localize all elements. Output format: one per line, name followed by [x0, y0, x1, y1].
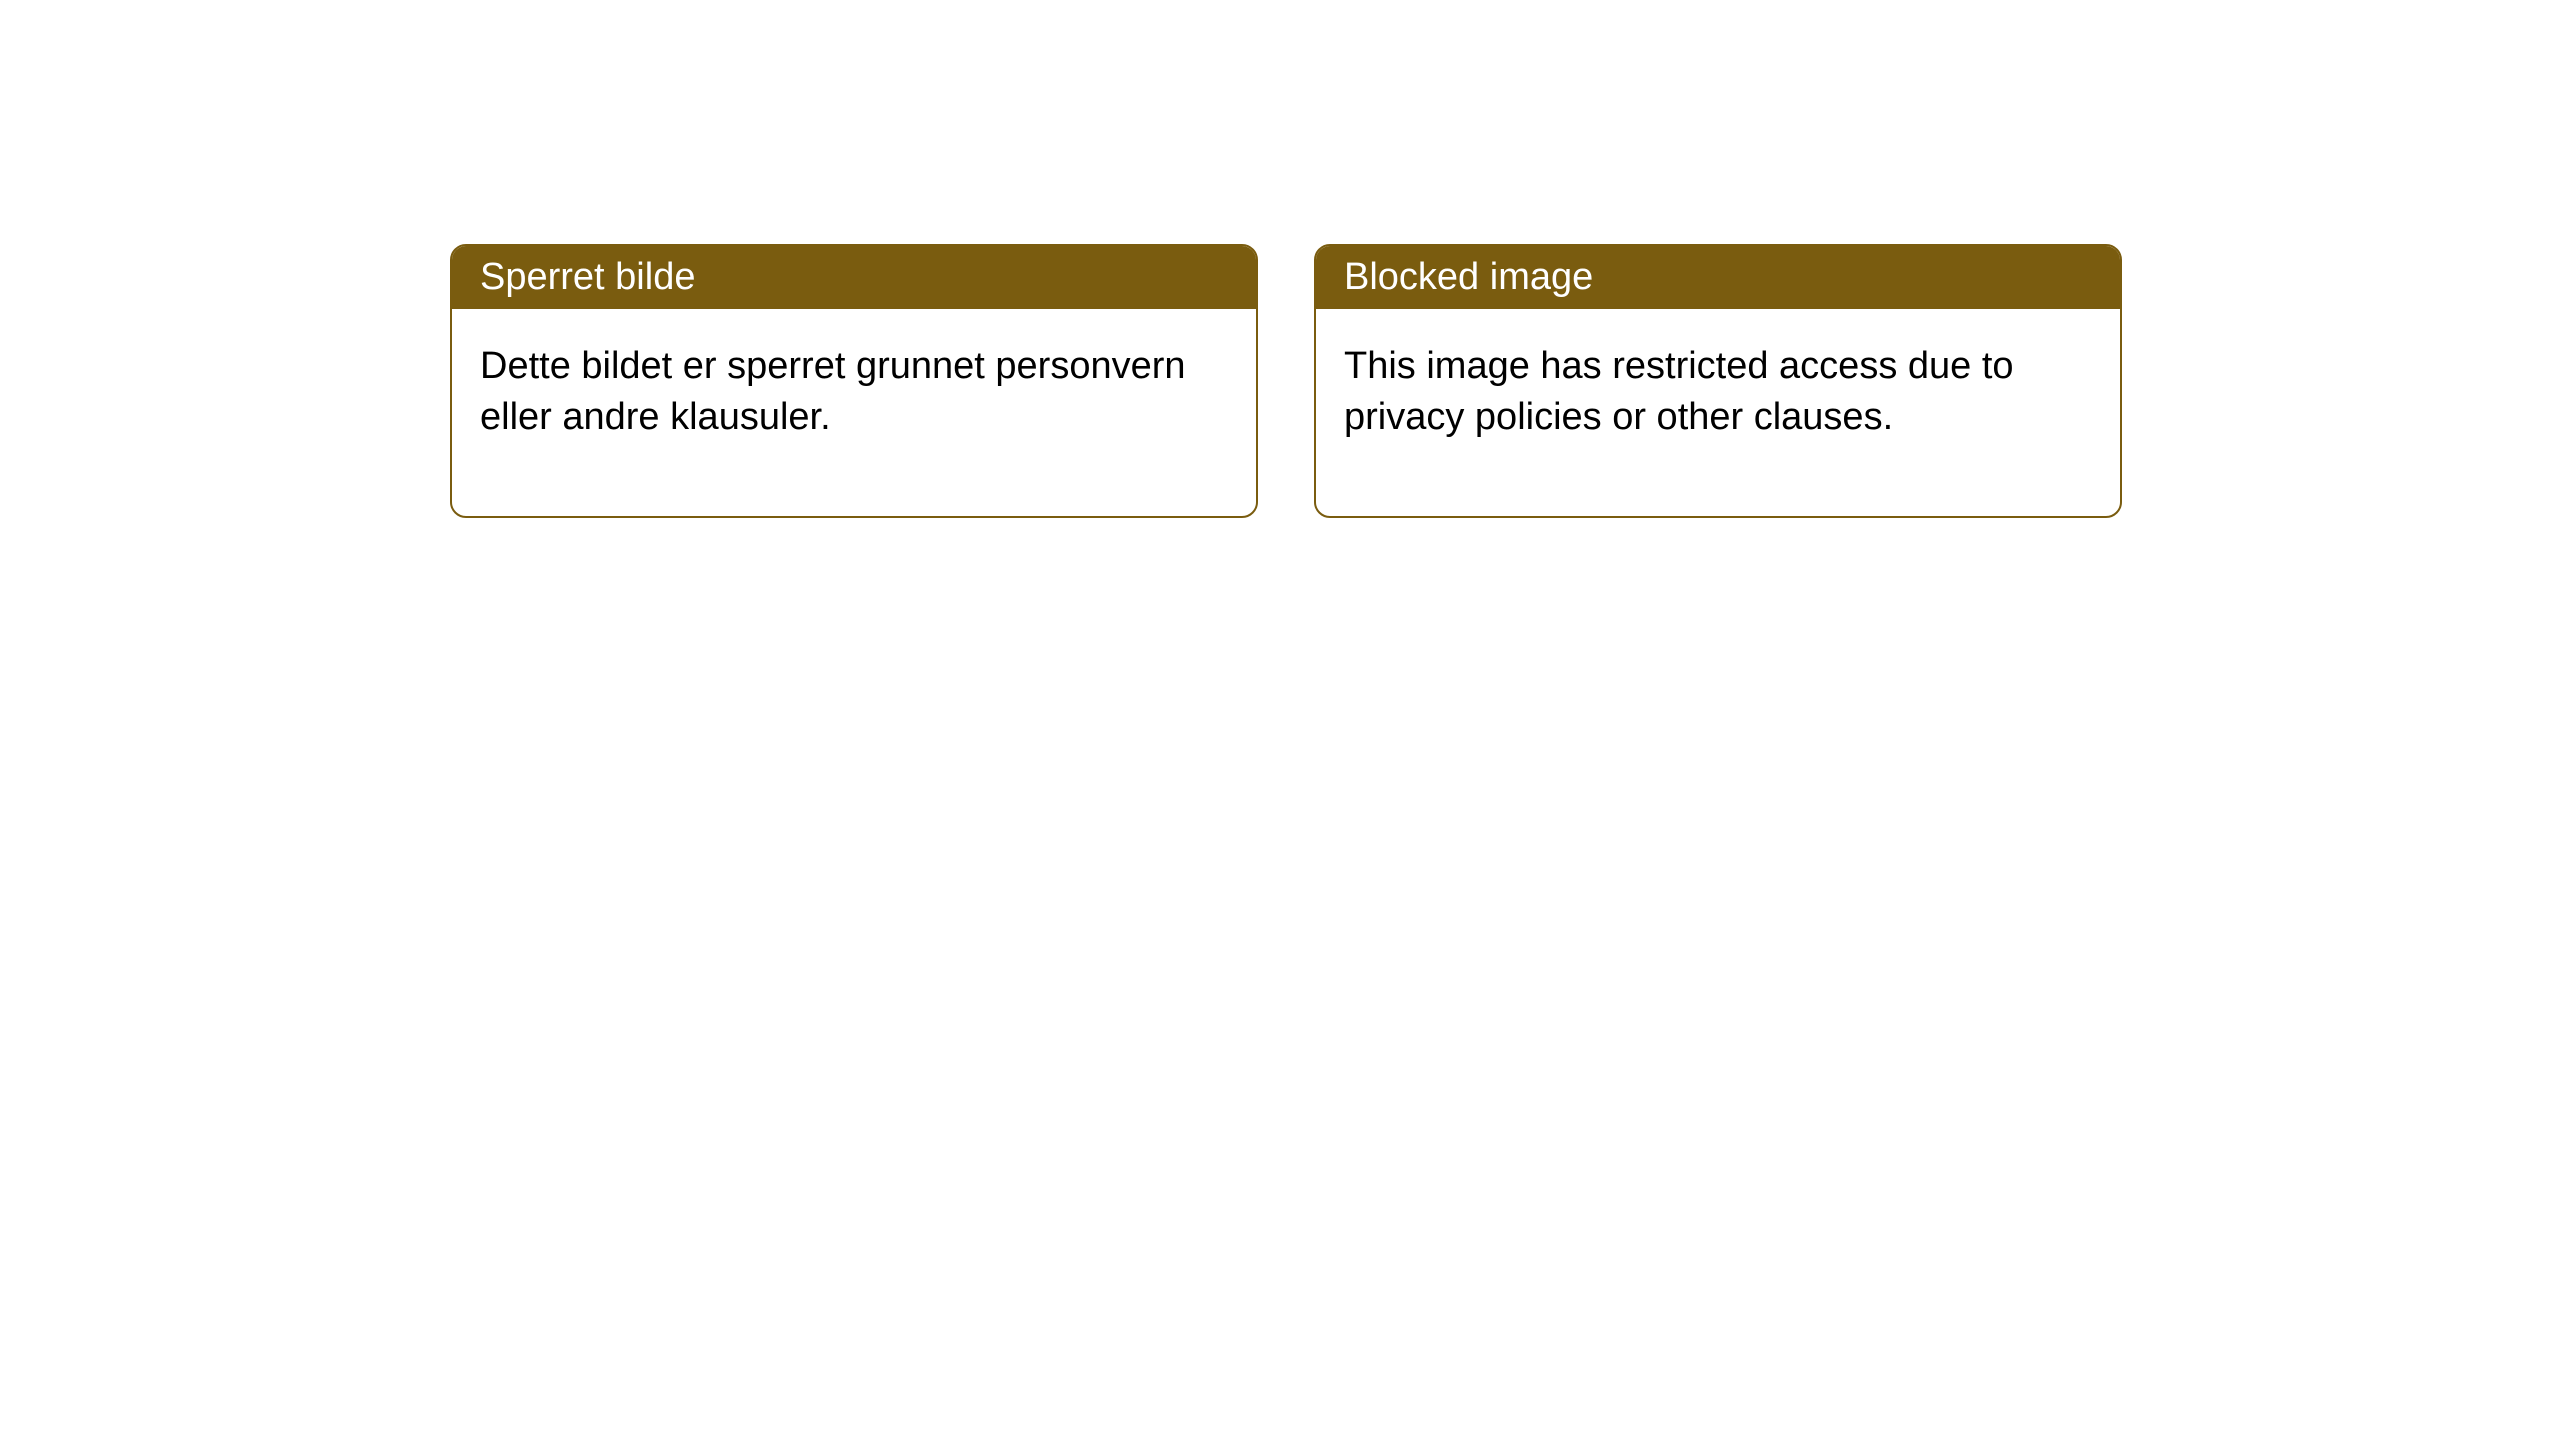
notice-body: Dette bildet er sperret grunnet personve…	[452, 309, 1256, 516]
notices-container: Sperret bilde Dette bildet er sperret gr…	[450, 244, 2122, 518]
notice-body: This image has restricted access due to …	[1316, 309, 2120, 516]
notice-card-norwegian: Sperret bilde Dette bildet er sperret gr…	[450, 244, 1258, 518]
notice-title: Sperret bilde	[452, 246, 1256, 309]
notice-card-english: Blocked image This image has restricted …	[1314, 244, 2122, 518]
notice-title: Blocked image	[1316, 246, 2120, 309]
